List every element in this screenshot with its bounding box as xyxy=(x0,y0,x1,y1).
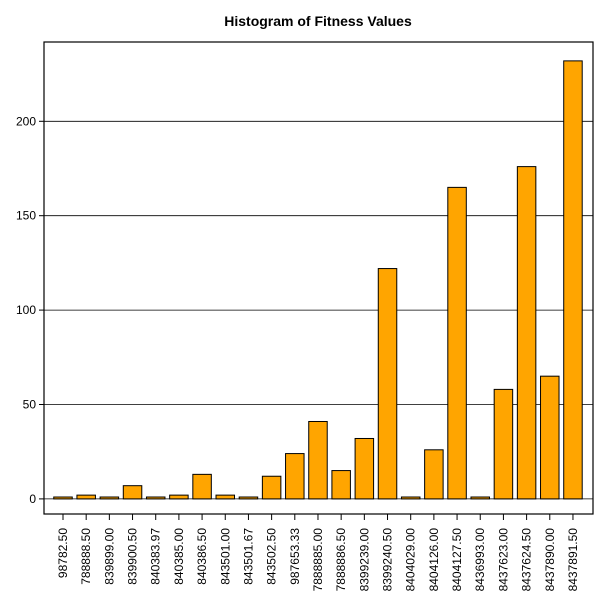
x-tick-label: 788888.50 xyxy=(79,528,93,585)
bar xyxy=(400,496,421,500)
bar xyxy=(447,186,467,500)
bar xyxy=(192,473,212,500)
x-axis: 98782.50 788888.50 839899.00 839900.50 84038… xyxy=(56,514,580,591)
x-tick-label: 840385.00 xyxy=(172,528,186,585)
y-tick-label: 150 xyxy=(16,209,36,223)
bar xyxy=(122,485,143,500)
x-tick-label: 839899.00 xyxy=(102,528,116,585)
bar xyxy=(99,496,120,500)
bar xyxy=(261,475,282,500)
x-tick-label: 843501.00 xyxy=(218,528,232,585)
bar xyxy=(285,453,305,500)
bar xyxy=(238,496,259,500)
y-tick-label: 50 xyxy=(23,397,37,411)
bar xyxy=(516,166,537,500)
x-tick-label: 8399239.00 xyxy=(357,528,371,592)
x-tick-label: 7888886.50 xyxy=(334,528,348,592)
x-tick-label: 8437891.50 xyxy=(566,528,580,592)
bars xyxy=(53,60,583,500)
x-tick-label: 8436993.00 xyxy=(473,528,487,592)
x-tick-label: 843502.50 xyxy=(265,528,279,585)
bar xyxy=(540,375,560,500)
bar xyxy=(76,494,96,500)
y-tick-label: 0 xyxy=(29,492,36,506)
bar xyxy=(470,496,490,500)
x-tick-label: 840386.50 xyxy=(195,528,209,585)
plot-frame xyxy=(43,41,594,515)
y-axis: 0 50 100 150 200 xyxy=(16,114,44,506)
x-tick-label: 8404126.00 xyxy=(427,528,441,592)
bar xyxy=(215,494,236,500)
bar xyxy=(308,420,328,500)
bar xyxy=(377,268,398,500)
x-tick-label: 987653.33 xyxy=(288,528,302,585)
x-tick-label: 98782.50 xyxy=(56,528,70,578)
bar xyxy=(563,60,583,500)
bar xyxy=(493,388,514,500)
bar xyxy=(53,496,73,500)
x-tick-label: 8399240.50 xyxy=(381,528,395,592)
x-tick-label: 8404127.50 xyxy=(450,528,464,592)
x-tick-label: 8404029.00 xyxy=(404,528,418,592)
bar xyxy=(354,437,375,500)
x-tick-label: 839900.50 xyxy=(126,528,140,585)
x-tick-label: 8437624.50 xyxy=(520,528,534,592)
y-tick-label: 200 xyxy=(16,114,36,128)
x-tick-label: 8437623.00 xyxy=(496,528,510,592)
bar xyxy=(331,470,351,500)
bar xyxy=(424,449,444,500)
x-tick-label: 8437890.00 xyxy=(543,528,557,592)
x-tick-label: 7888885.00 xyxy=(311,528,325,592)
chart-title: Histogram of Fitness Values xyxy=(224,13,412,29)
x-tick-label: 843501.67 xyxy=(241,528,255,585)
y-tick-label: 100 xyxy=(16,303,36,317)
bar xyxy=(169,494,189,500)
bar xyxy=(145,496,166,500)
x-tick-label: 840383.97 xyxy=(149,528,163,585)
